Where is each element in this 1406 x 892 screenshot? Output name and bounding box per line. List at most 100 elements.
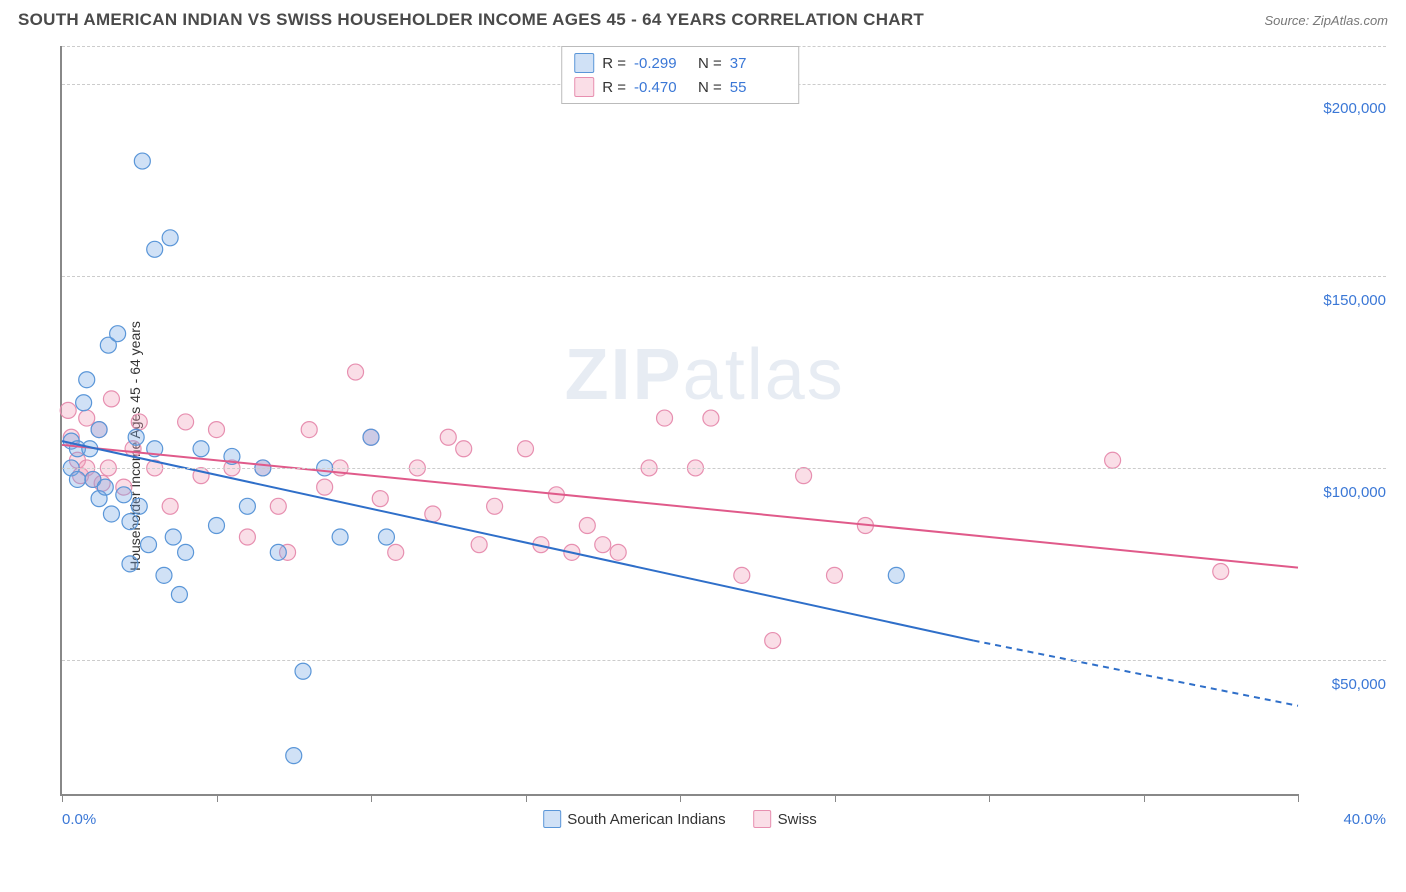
data-point [827, 567, 843, 583]
data-point [440, 429, 456, 445]
data-point [372, 491, 388, 507]
data-point [239, 529, 255, 545]
x-tick [217, 794, 218, 802]
data-point [128, 429, 144, 445]
data-point [193, 441, 209, 457]
data-point [1213, 564, 1229, 580]
r-value-b: -0.470 [634, 79, 690, 96]
data-point [141, 537, 157, 553]
data-point [69, 471, 85, 487]
data-point [270, 498, 286, 514]
n-label-a: N = [698, 55, 722, 72]
legend-item-b: Swiss [754, 810, 817, 828]
data-point [518, 441, 534, 457]
data-point [388, 544, 404, 560]
data-point [610, 544, 626, 560]
data-point [209, 422, 225, 438]
data-point [131, 498, 147, 514]
data-point [178, 414, 194, 430]
data-point [103, 391, 119, 407]
plot-area: R = -0.299 N = 37 R = -0.470 N = 55 ZIPa… [60, 46, 1298, 796]
stats-row-b: R = -0.470 N = 55 [574, 75, 786, 99]
gridline [62, 660, 1386, 661]
data-point [60, 402, 76, 418]
data-point [147, 241, 163, 257]
data-point [79, 410, 95, 426]
n-value-a: 37 [730, 55, 786, 72]
y-tick-label: $100,000 [1304, 484, 1386, 501]
data-point [363, 429, 379, 445]
n-label-b: N = [698, 79, 722, 96]
data-point [657, 410, 673, 426]
x-tick [62, 794, 63, 802]
legend-label-b: Swiss [778, 811, 817, 828]
data-point [734, 567, 750, 583]
data-point [425, 506, 441, 522]
x-tick [1298, 794, 1299, 802]
data-point [703, 410, 719, 426]
data-point [595, 537, 611, 553]
x-tick [371, 794, 372, 802]
data-point [79, 372, 95, 388]
data-point [91, 422, 107, 438]
y-tick-label: $50,000 [1304, 676, 1386, 693]
data-point [122, 556, 138, 572]
data-point [103, 506, 119, 522]
data-point [456, 441, 472, 457]
swatch-series-a [574, 53, 594, 73]
legend-label-a: South American Indians [567, 811, 725, 828]
chart-title: SOUTH AMERICAN INDIAN VS SWISS HOUSEHOLD… [18, 10, 924, 30]
regression-line [62, 441, 974, 640]
data-point [97, 479, 113, 495]
x-tick [835, 794, 836, 802]
data-point [122, 514, 138, 530]
x-min-label: 0.0% [62, 811, 96, 828]
data-point [131, 414, 147, 430]
data-point [295, 663, 311, 679]
x-max-label: 40.0% [1343, 811, 1386, 828]
data-point [110, 326, 126, 342]
data-point [765, 633, 781, 649]
correlation-stats-box: R = -0.299 N = 37 R = -0.470 N = 55 [561, 46, 799, 104]
r-value-a: -0.299 [634, 55, 690, 72]
source-attribution: Source: ZipAtlas.com [1264, 13, 1388, 28]
x-tick [680, 794, 681, 802]
swatch-series-b [574, 77, 594, 97]
x-tick [989, 794, 990, 802]
data-point [116, 487, 132, 503]
chart-container: Householder Income Ages 45 - 64 years R … [18, 36, 1388, 856]
data-point [1105, 452, 1121, 468]
data-point [209, 517, 225, 533]
data-point [239, 498, 255, 514]
data-point [76, 395, 92, 411]
data-point [487, 498, 503, 514]
stats-row-a: R = -0.299 N = 37 [574, 51, 786, 75]
data-point [134, 153, 150, 169]
legend-swatch-a [543, 810, 561, 828]
data-point [888, 567, 904, 583]
x-tick [1144, 794, 1145, 802]
data-point [317, 479, 333, 495]
data-point [162, 230, 178, 246]
regression-line [974, 641, 1298, 706]
data-point [471, 537, 487, 553]
gridline [62, 276, 1386, 277]
data-point [286, 748, 302, 764]
scatter-svg [62, 46, 1298, 794]
data-point [270, 544, 286, 560]
legend: South American Indians Swiss [543, 810, 817, 828]
data-point [178, 544, 194, 560]
data-point [579, 517, 595, 533]
r-label-b: R = [602, 79, 626, 96]
y-tick-label: $200,000 [1304, 100, 1386, 117]
legend-swatch-b [754, 810, 772, 828]
n-value-b: 55 [730, 79, 786, 96]
data-point [796, 468, 812, 484]
gridline [62, 468, 1386, 469]
legend-item-a: South American Indians [543, 810, 725, 828]
data-point [165, 529, 181, 545]
data-point [301, 422, 317, 438]
data-point [162, 498, 178, 514]
y-tick-label: $150,000 [1304, 292, 1386, 309]
data-point [171, 587, 187, 603]
